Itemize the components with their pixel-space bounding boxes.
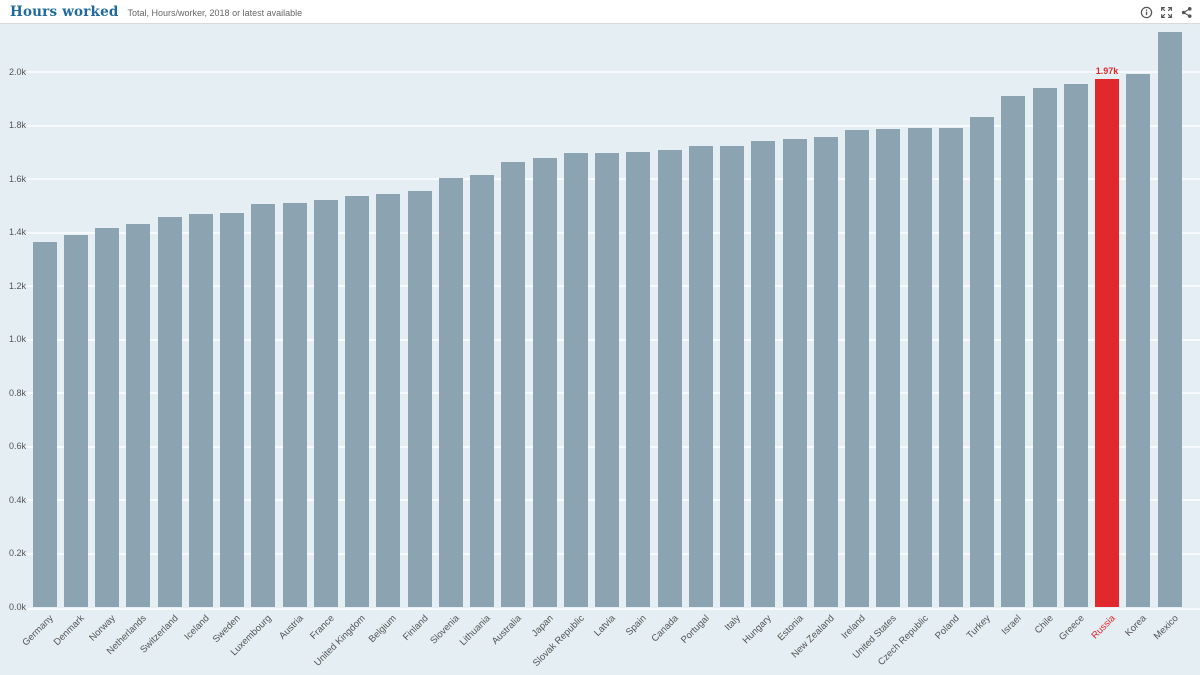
- gridline: [27, 71, 1200, 73]
- info-icon[interactable]: [1140, 6, 1153, 19]
- bar-norway[interactable]: [95, 228, 119, 607]
- toolbar: [1140, 0, 1193, 24]
- y-axis-tick-label: 2.0k: [8, 66, 26, 77]
- bar-switzerland[interactable]: [157, 216, 182, 607]
- y-axis-tick-label: 0.4k: [8, 494, 26, 505]
- bar-ireland[interactable]: [845, 130, 869, 607]
- bar-czech-republic[interactable]: [907, 127, 932, 607]
- bar-estonia[interactable]: [782, 139, 807, 607]
- gridline: [27, 608, 1200, 610]
- bar-greece[interactable]: [1063, 83, 1088, 607]
- y-axis-tick-label: 1.4k: [8, 227, 26, 237]
- bar-chile[interactable]: [1032, 87, 1057, 607]
- bar-germany[interactable]: [32, 242, 57, 607]
- bar-poland[interactable]: [938, 127, 963, 607]
- y-axis-tick-label: 0.0k: [8, 601, 26, 612]
- bar-italy[interactable]: [720, 146, 744, 607]
- bar-finland[interactable]: [407, 191, 432, 607]
- bar-luxembourg[interactable]: [251, 204, 276, 607]
- bar-japan[interactable]: [532, 157, 557, 607]
- gridline: [27, 124, 1200, 127]
- bar-belgium[interactable]: [376, 193, 401, 607]
- bar-united-kingdom[interactable]: [345, 195, 369, 607]
- bar-russia[interactable]: [1095, 79, 1119, 607]
- bar-canada[interactable]: [657, 150, 682, 607]
- bar-slovenia[interactable]: [438, 178, 463, 607]
- bar-korea[interactable]: [1126, 73, 1151, 607]
- bar-slovak-republic[interactable]: [563, 152, 588, 607]
- bar-latvia[interactable]: [595, 152, 619, 607]
- header: Hours worked Total, Hours/worker, 2018 o…: [0, 0, 1200, 24]
- y-axis-tick-label: 1.2k: [8, 280, 26, 291]
- fullscreen-icon[interactable]: [1160, 6, 1173, 19]
- page-subtitle: Total, Hours/worker, 2018 or latest avai…: [127, 7, 303, 18]
- y-axis-tick-label: 1.0k: [8, 334, 26, 344]
- bar-hungary[interactable]: [751, 141, 776, 607]
- y-axis-tick-label: 0.2k: [8, 548, 26, 558]
- y-axis-tick-label: 1.6k: [8, 173, 26, 184]
- bar-israel[interactable]: [1001, 96, 1026, 607]
- bar-spain[interactable]: [626, 151, 651, 607]
- bar-france[interactable]: [313, 200, 338, 607]
- highlight-value-label: 1.97k: [1095, 66, 1119, 77]
- bar-portugal[interactable]: [688, 146, 713, 607]
- bar-denmark[interactable]: [63, 234, 88, 607]
- bar-united-states[interactable]: [876, 129, 901, 607]
- bar-australia[interactable]: [501, 161, 526, 607]
- bar-new-zealand[interactable]: [813, 137, 838, 607]
- y-axis-tick-label: 0.6k: [8, 441, 26, 451]
- bar-turkey[interactable]: [970, 116, 994, 607]
- y-axis-tick-label: 0.8k: [8, 387, 26, 398]
- page-title: Hours worked: [10, 3, 119, 20]
- bar-iceland[interactable]: [188, 214, 213, 607]
- share-icon[interactable]: [1180, 6, 1193, 19]
- bar-austria[interactable]: [282, 202, 307, 607]
- bar-netherlands[interactable]: [126, 223, 151, 607]
- bar-mexico[interactable]: [1157, 32, 1182, 607]
- y-axis-tick-label: 1.8k: [8, 120, 26, 130]
- bar-sweden[interactable]: [220, 212, 244, 607]
- bar-lithuania[interactable]: [470, 174, 494, 607]
